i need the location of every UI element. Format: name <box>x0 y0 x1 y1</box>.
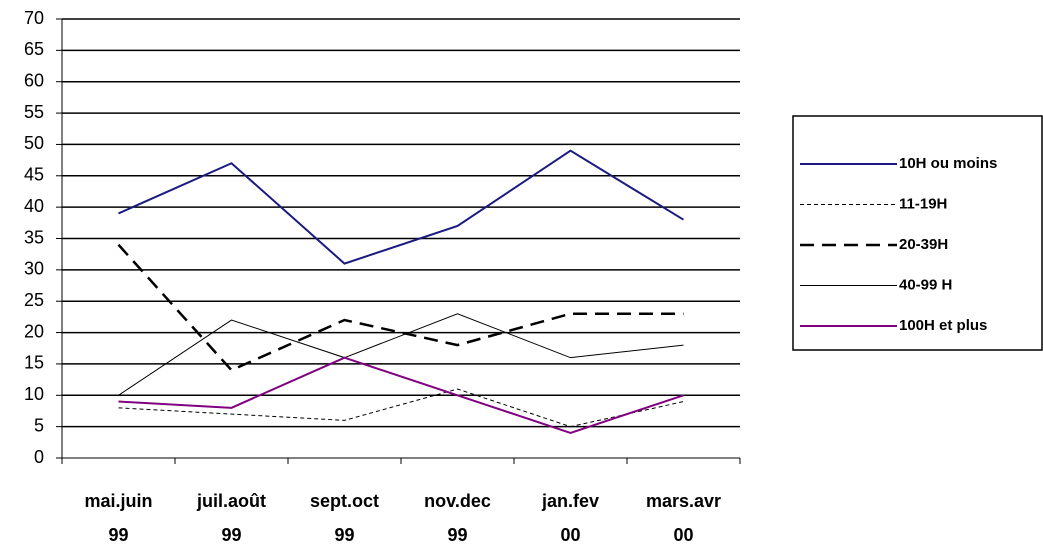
x-tick-label: 99 <box>447 525 467 545</box>
legend-label: 20-39H <box>899 236 948 253</box>
y-tick-label: 45 <box>24 165 44 185</box>
y-tick-label: 15 <box>24 353 44 373</box>
x-tick-label: 99 <box>221 525 241 545</box>
x-tick-label: mai.juin <box>84 491 152 511</box>
y-tick-label: 5 <box>34 415 44 435</box>
y-tick-label: 65 <box>24 39 44 59</box>
y-tick-label: 10 <box>24 384 44 404</box>
x-tick-label: nov.dec <box>424 491 491 511</box>
y-tick-label: 20 <box>24 321 44 341</box>
series-line <box>118 313 684 396</box>
y-tick-label: 25 <box>24 290 44 310</box>
series-line <box>118 388 684 428</box>
y-tick-label: 60 <box>24 70 44 90</box>
series-line <box>117 243 684 372</box>
y-tick-label: 35 <box>24 227 44 247</box>
x-tick-label: 99 <box>108 525 128 545</box>
series-line <box>118 356 684 434</box>
y-tick-label: 40 <box>24 196 44 216</box>
y-tick-label: 30 <box>24 259 44 279</box>
x-tick-label: 00 <box>560 525 580 545</box>
y-tick-label: 55 <box>24 102 44 122</box>
x-tick-label: juil.août <box>196 491 266 511</box>
x-tick-label: jan.fev <box>541 491 599 511</box>
series-line <box>118 149 685 265</box>
y-tick-label: 0 <box>34 447 44 467</box>
x-tick-label: 99 <box>334 525 354 545</box>
y-tick-label: 50 <box>24 133 44 153</box>
legend-label: 11-19H <box>899 195 947 212</box>
legend-label: 100H et plus <box>899 317 987 334</box>
x-tick-label: sept.oct <box>310 491 379 511</box>
legend-label: 10H ou moins <box>899 155 997 172</box>
x-tick-label: 00 <box>673 525 693 545</box>
legend-label: 40-99 H <box>899 276 952 293</box>
y-tick-label: 70 <box>24 8 44 28</box>
legend-box <box>792 115 1043 351</box>
x-tick-label: mars.avr <box>646 491 721 511</box>
